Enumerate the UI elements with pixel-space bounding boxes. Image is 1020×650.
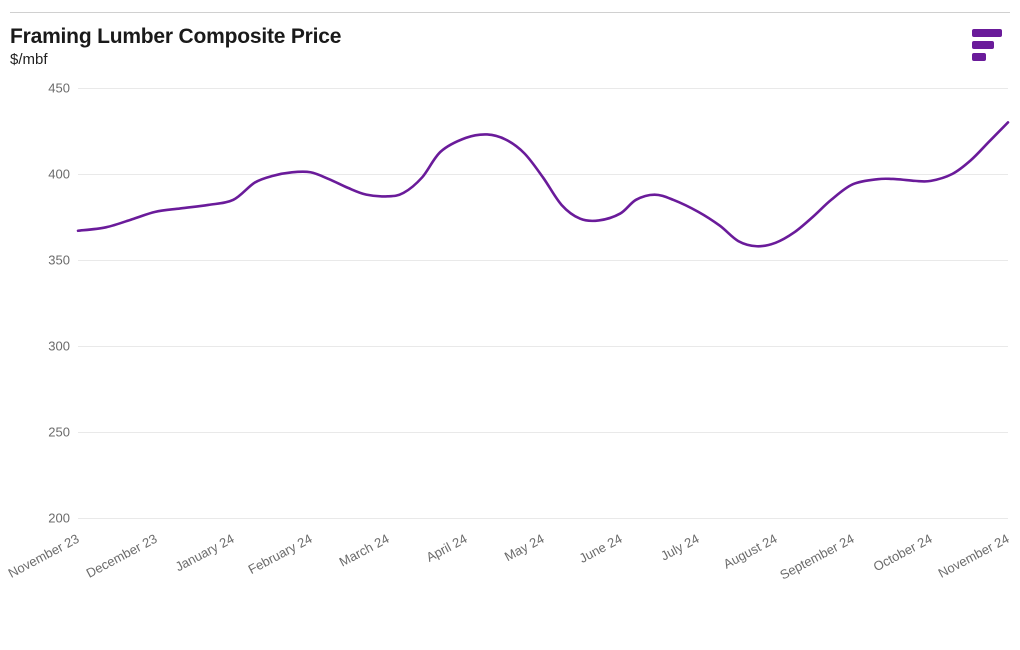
x-axis-tick: September 24 (777, 531, 856, 583)
x-axis-tick: March 24 (337, 531, 392, 570)
series-line (10, 88, 1012, 522)
title-block: Framing Lumber Composite Price $/mbf (10, 25, 341, 68)
x-axis-tick: October 24 (870, 531, 934, 574)
x-axis-tick: November 24 (936, 531, 1012, 581)
line-chart: 200250300350400450November 23December 23… (10, 88, 1010, 588)
x-axis-tick: August 24 (720, 531, 779, 572)
x-axis-tick: July 24 (658, 531, 701, 564)
x-axis-tick: December 23 (83, 531, 159, 581)
x-axis-tick: April 24 (423, 531, 469, 565)
header-row: Framing Lumber Composite Price $/mbf (10, 25, 1010, 68)
x-axis-tick: June 24 (576, 531, 624, 566)
chart-card: Framing Lumber Composite Price $/mbf 200… (10, 12, 1010, 650)
x-axis-tick: May 24 (502, 531, 547, 564)
provider-logo-icon (972, 29, 1002, 66)
x-axis-tick: January 24 (173, 531, 237, 574)
x-axis-tick: November 23 (6, 531, 82, 581)
chart-title: Framing Lumber Composite Price (10, 25, 341, 49)
chart-subtitle: $/mbf (10, 51, 341, 68)
x-axis-tick: February 24 (245, 531, 314, 577)
